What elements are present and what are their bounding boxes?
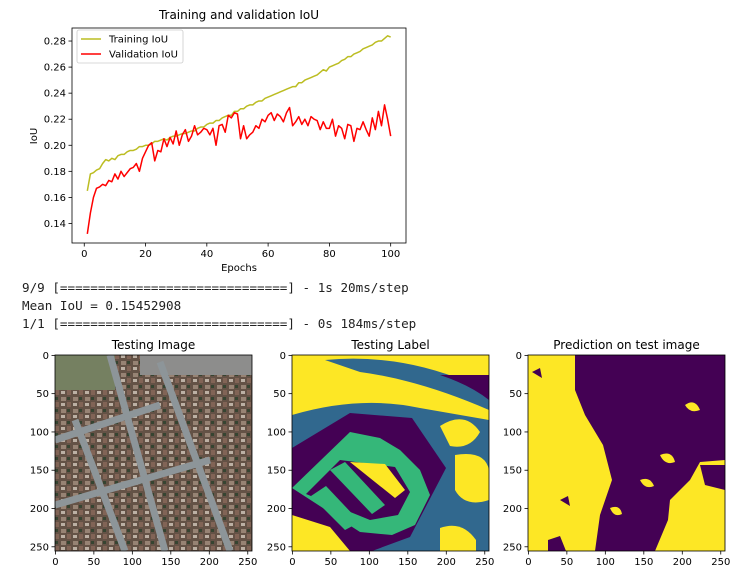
y-tick-label: 200 <box>503 504 522 515</box>
label-mask <box>292 355 489 551</box>
testing-image-panel: Testing Image 0 50 100 150 200 25005010015020… <box>30 338 257 568</box>
y-tick-label: 50 <box>509 389 522 400</box>
image-panels: Testing Image 0 50 100 150 200 25005010015020… <box>30 338 730 568</box>
series-lines <box>86 35 392 234</box>
y-tick-label: 50 <box>36 389 49 400</box>
y-tick-label: 100 <box>30 427 49 438</box>
y-tick-label: 0.16 <box>44 193 66 204</box>
legend-label-validation: Validation IoU <box>109 50 178 61</box>
x-tick-label: 200 <box>673 557 692 568</box>
x-tick-label: 0 <box>289 557 295 568</box>
prediction-mask <box>528 355 725 551</box>
y-tick-label: 0.26 <box>44 63 66 74</box>
y-axis-label: IoU <box>29 128 40 144</box>
x-tick-label: 0 <box>81 249 87 260</box>
x-tick-label: 250 <box>711 557 730 568</box>
x-tick-label: 60 <box>262 249 275 260</box>
y-tick-label: 250 <box>30 542 49 553</box>
y-tick-label: 0.14 <box>44 219 66 230</box>
x-tick-label: 150 <box>634 557 653 568</box>
legend: Training IoU Validation IoU <box>76 29 184 64</box>
console-line-progress-1: 9/9 [==============================] - 1… <box>22 280 409 295</box>
testing-label-panel: Testing Label 0 50 100 150 200 25005010015020… <box>267 338 494 568</box>
panel-title-prediction: Prediction on test image <box>553 338 699 352</box>
plot-frame <box>71 27 407 244</box>
validation-iou-line <box>86 104 392 234</box>
x-tick-label: 150 <box>398 557 417 568</box>
y-tick-label: 0 <box>43 351 49 362</box>
testing-label-frame <box>291 354 490 552</box>
x-tick-label: 20 <box>139 249 152 260</box>
y-tick-label: 100 <box>267 427 286 438</box>
x-tick-label: 50 <box>87 557 100 568</box>
x-tick-label: 100 <box>123 557 142 568</box>
x-tick-label: 200 <box>200 557 219 568</box>
console-line-mean-iou: Mean IoU = 0.15452908 <box>22 298 182 313</box>
prediction-panel: Prediction on test image 0 50 100 150 200 250… <box>503 338 730 568</box>
y-tick-label: 150 <box>503 466 522 477</box>
x-tick-label: 250 <box>238 557 257 568</box>
training-iou-line <box>86 35 391 192</box>
y-tick-label: 200 <box>267 504 286 515</box>
x-axis-label: Epochs <box>221 263 257 274</box>
y-tick-label: 0 <box>516 351 522 362</box>
x-tick-label: 100 <box>360 557 379 568</box>
y-tick-label: 50 <box>273 389 286 400</box>
y-tick-label: 0.24 <box>44 89 66 100</box>
y-tick-label: 0.18 <box>44 167 66 178</box>
x-tick-label: 80 <box>323 249 336 260</box>
panel-title-testing-label: Testing Label <box>350 338 429 352</box>
x-tick-label: 40 <box>200 249 213 260</box>
y-tick-label: 250 <box>267 542 286 553</box>
chart-title: Training and validation IoU <box>158 8 319 22</box>
y-tick-label: 0.28 <box>44 37 66 48</box>
x-tick-label: 50 <box>560 557 573 568</box>
x-tick-label: 100 <box>596 557 615 568</box>
x-tick-label: 100 <box>381 249 400 260</box>
x-tick-label: 0 <box>525 557 531 568</box>
y-tick-label: 100 <box>503 427 522 438</box>
satellite-photo <box>55 355 252 551</box>
y-tick-label: 0.20 <box>44 141 66 152</box>
x-tick-label: 0 <box>52 557 58 568</box>
testing-image-frame <box>54 354 253 552</box>
panel-title-testing-image: Testing Image <box>111 338 196 352</box>
y-tick-label: 150 <box>267 466 286 477</box>
y-tick-label: 0.22 <box>44 115 66 126</box>
y-tick-label: 200 <box>30 504 49 515</box>
iou-line-chart: Training and validation IoU 0 20 40 60 80 100… <box>29 8 407 274</box>
y-axis-ticks: 0.14 0.16 0.18 0.20 0.22 0.24 0.26 0.28 <box>44 37 72 230</box>
y-tick-label: 250 <box>503 542 522 553</box>
x-tick-label: 50 <box>324 557 337 568</box>
legend-label-training: Training IoU <box>108 35 168 46</box>
x-tick-label: 250 <box>475 557 494 568</box>
y-tick-label: 150 <box>30 466 49 477</box>
x-tick-label: 150 <box>161 557 180 568</box>
console-line-progress-2: 1/1 [==============================] - 0… <box>22 316 417 331</box>
legend-box <box>76 29 184 64</box>
x-tick-label: 200 <box>437 557 456 568</box>
x-axis-ticks: 0 20 40 60 80 100 <box>81 243 400 260</box>
prediction-frame <box>527 354 726 552</box>
y-tick-label: 0 <box>280 351 286 362</box>
